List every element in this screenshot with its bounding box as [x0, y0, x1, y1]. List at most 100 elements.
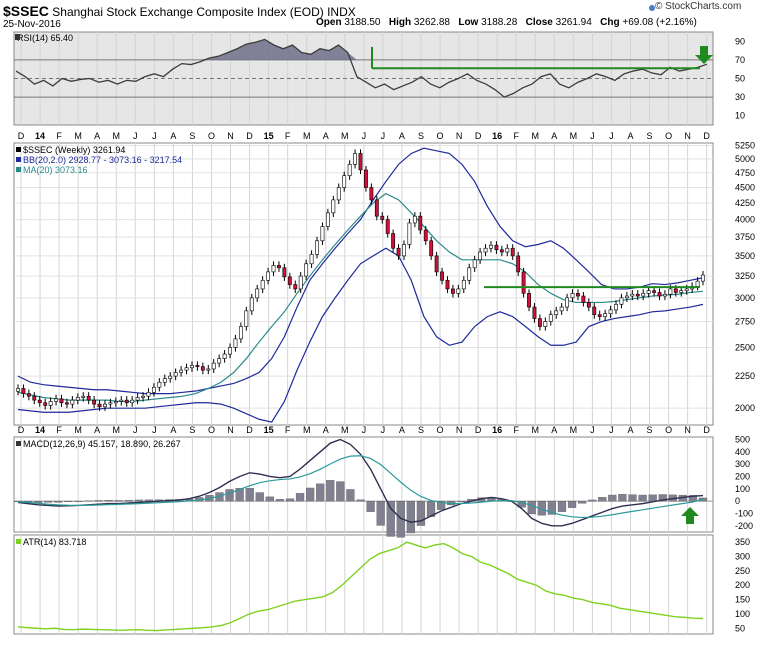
- x-tick-label: M: [303, 131, 311, 141]
- candle-body: [412, 215, 417, 224]
- macd-histogram-bar: [265, 496, 274, 502]
- price-legend-swatch: [16, 167, 21, 172]
- candle-body: [37, 399, 42, 404]
- rsi-tick-label: 70: [735, 55, 745, 65]
- macd-tick-label: 400: [735, 447, 750, 457]
- candle-body: [652, 290, 656, 293]
- macd-histogram-bar: [94, 500, 103, 502]
- x-tick-label: J: [362, 425, 367, 435]
- candle-body: [467, 267, 472, 281]
- atr-tick-label: 150: [735, 595, 750, 605]
- atr-tick-label: 50: [735, 623, 745, 633]
- open-label: Open: [316, 17, 342, 28]
- candle-body: [483, 247, 488, 253]
- candle-body: [619, 297, 624, 305]
- candle-body: [59, 398, 64, 404]
- candle-body: [695, 280, 700, 287]
- candle-body: [249, 297, 254, 312]
- candle-body: [347, 164, 352, 176]
- macd-histogram-bar: [114, 500, 123, 502]
- x-tick-label: J: [590, 131, 595, 141]
- candle-body: [646, 290, 651, 294]
- x-tick-label: J: [152, 131, 157, 141]
- price-legend-swatch: [16, 157, 21, 162]
- macd-signal-line: [17, 455, 704, 519]
- candle-body: [402, 244, 406, 257]
- x-tick-label: F: [513, 425, 519, 435]
- chart-title: $SSEC Shanghai Stock Exchange Composite …: [3, 3, 356, 19]
- rsi-legend-swatch: [15, 34, 20, 40]
- candle-body: [559, 306, 564, 312]
- x-tick-label: M: [570, 425, 578, 435]
- x-tick-label: A: [94, 425, 100, 435]
- x-tick-label: J: [609, 131, 614, 141]
- macd-histogram-bar: [376, 501, 385, 526]
- macd-histogram-bar: [457, 501, 466, 502]
- candle-body: [478, 251, 483, 261]
- x-tick-label: O: [665, 425, 672, 435]
- x-tick-label: D: [703, 131, 710, 141]
- macd-histogram-bar: [124, 500, 133, 502]
- candle-body: [287, 276, 292, 285]
- candle-body: [679, 290, 684, 293]
- candle-body: [385, 219, 390, 234]
- atr-legend-swatch: [16, 539, 21, 544]
- x-tick-label: 15: [264, 425, 274, 435]
- x-tick-label: F: [513, 131, 519, 141]
- macd-tick-label: 100: [735, 484, 750, 494]
- x-tick-label: J: [152, 425, 157, 435]
- price-tick-label: 3750: [735, 232, 755, 242]
- x-tick-label: S: [647, 425, 653, 435]
- macd-histogram-bar: [235, 488, 244, 502]
- candle-body: [184, 367, 189, 371]
- candle-body: [342, 175, 347, 188]
- price-legend-1: BB(20,2.0) 2928.77 - 3073.16 - 3217.54: [23, 155, 182, 165]
- candle-body: [130, 399, 135, 404]
- candle-body: [195, 365, 200, 367]
- candle-body: [266, 271, 270, 281]
- macd-histogram-bar: [275, 499, 285, 502]
- candle-body: [260, 279, 265, 290]
- candle-body: [548, 314, 553, 322]
- candle-body: [190, 365, 194, 369]
- candle-body: [173, 372, 178, 377]
- x-tick-label: D: [18, 425, 25, 435]
- bb-lower-line: [17, 247, 704, 423]
- candle-body: [206, 368, 211, 371]
- candle-body: [26, 393, 31, 397]
- down-arrow-icon: [695, 46, 713, 64]
- macd-histogram-bar: [638, 494, 647, 502]
- candle-body: [277, 265, 281, 269]
- price-tick-label: 2000: [735, 403, 755, 413]
- candle-body: [309, 254, 314, 265]
- price-tick-label: 2250: [735, 371, 755, 381]
- candle-body: [624, 295, 629, 299]
- chart-date: 25-Nov-2016: [3, 19, 61, 30]
- macd-histogram-bar: [336, 481, 345, 502]
- candle-body: [97, 403, 102, 408]
- candle-body: [532, 306, 537, 319]
- macd-tick-label: -200: [735, 521, 753, 531]
- candle-body: [608, 309, 613, 315]
- candle-body: [499, 249, 504, 253]
- x-tick-label: J: [590, 425, 595, 435]
- macd-histogram-bar: [688, 495, 698, 502]
- candle-body: [200, 366, 205, 371]
- candle-body: [43, 402, 48, 406]
- candle-body: [451, 288, 455, 294]
- x-tick-label: J: [609, 425, 614, 435]
- x-tick-label: J: [381, 425, 386, 435]
- macd-histogram-bar: [316, 483, 325, 502]
- price-tick-label: 2500: [735, 342, 755, 352]
- candle-body: [586, 302, 591, 308]
- macd-tick-label: 200: [735, 471, 750, 481]
- macd-histogram-bar: [527, 501, 536, 515]
- chg-value: +69.08 (+2.16%): [622, 17, 697, 28]
- price-tick-label: 4000: [735, 215, 755, 225]
- high-value: 3262.88: [413, 17, 450, 28]
- candle-body: [244, 310, 249, 327]
- macd-histogram-bar: [295, 493, 305, 502]
- macd-histogram-bar: [84, 500, 93, 502]
- x-tick-label: 16: [492, 425, 502, 435]
